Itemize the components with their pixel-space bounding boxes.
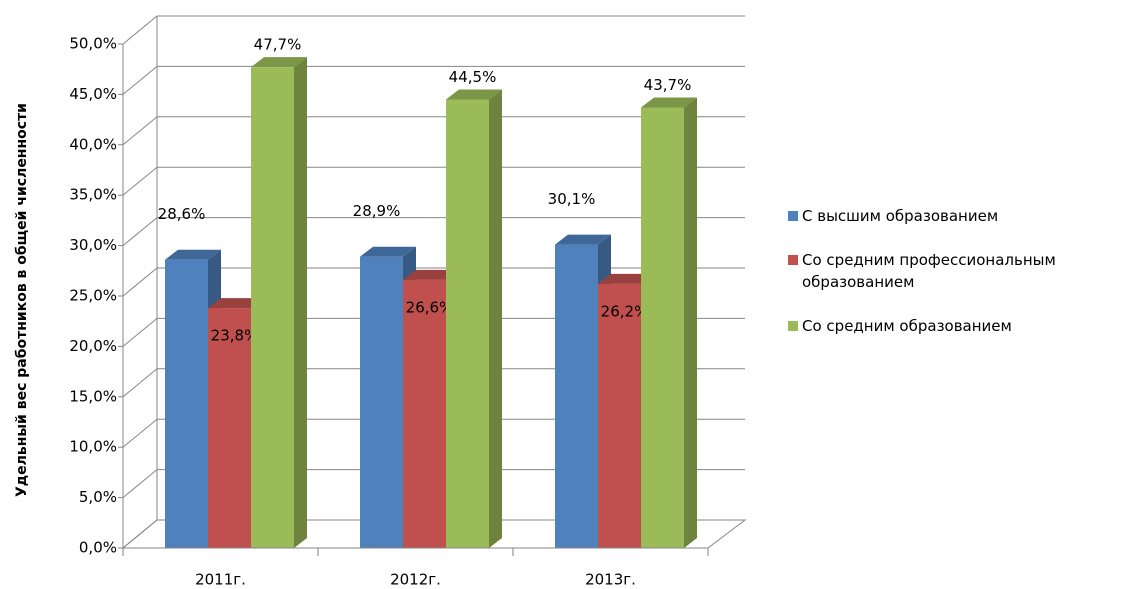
legend: С высшим образованием Со средним професси… <box>788 205 1128 359</box>
data-label: 26,2% <box>601 302 649 320</box>
y-tick-label: 30,0% <box>69 236 117 254</box>
data-label: 44,5% <box>449 68 497 86</box>
data-label: 28,6% <box>158 205 206 223</box>
grid-line <box>122 368 158 398</box>
bar <box>165 259 208 548</box>
bar <box>208 308 251 548</box>
y-tick-label: 0,0% <box>79 539 117 557</box>
bar <box>598 283 641 548</box>
bar-top <box>641 97 697 108</box>
x-tick-label: 2011г. <box>195 571 246 589</box>
legend-label: С высшим образованием <box>802 207 999 225</box>
grid-line <box>122 166 158 196</box>
y-tick-label: 50,0% <box>69 35 117 53</box>
data-label: 47,7% <box>254 36 302 54</box>
grid-line <box>122 519 158 549</box>
legend-item: Со средним профессиональным образованием <box>788 249 1128 293</box>
grid-line <box>122 418 158 448</box>
legend-item: С высшим образованием <box>788 205 1128 227</box>
bar <box>555 244 598 549</box>
data-label: 28,9% <box>353 202 401 220</box>
legend-label: Со средним образованием <box>802 317 1012 335</box>
bar <box>403 279 446 548</box>
y-axis-title: Удельный вес работников в общей численно… <box>14 103 30 497</box>
bar-side <box>294 57 307 549</box>
bar <box>641 107 684 548</box>
bar-top <box>403 269 459 280</box>
y-tick-label: 15,0% <box>69 387 117 405</box>
y-tick-label: 45,0% <box>69 85 117 103</box>
y-tick-label: 35,0% <box>69 186 117 204</box>
legend-label: Со средним профессиональным образованием <box>802 251 1056 291</box>
grid-line <box>122 66 158 95</box>
x-tick-label: 2012г. <box>390 571 441 589</box>
bar-top <box>446 89 502 100</box>
bar-top <box>598 273 654 284</box>
y-tick-label: 40,0% <box>69 135 117 153</box>
x-tick-label: 2013г. <box>585 571 636 589</box>
bar <box>360 256 403 548</box>
grid-line <box>122 469 158 498</box>
y-tick-label: 25,0% <box>69 287 117 305</box>
legend-swatch <box>788 255 798 265</box>
bar-top <box>360 246 416 257</box>
grid-line <box>122 267 158 297</box>
grid-line <box>122 217 158 246</box>
data-label: 30,1% <box>548 190 596 208</box>
legend-swatch <box>788 321 798 331</box>
data-label: 43,7% <box>644 76 692 94</box>
grid-line <box>122 116 158 146</box>
grid-line <box>122 318 158 347</box>
bar-top <box>555 234 611 245</box>
y-tick-label: 20,0% <box>69 337 117 355</box>
bar-top <box>251 57 307 68</box>
data-label: 23,8% <box>211 327 259 345</box>
legend-swatch <box>788 211 798 221</box>
grid-line <box>122 15 158 45</box>
y-tick-label: 10,0% <box>69 438 117 456</box>
y-tick-label: 5,0% <box>79 488 117 506</box>
legend-item: Со средним образованием <box>788 315 1128 337</box>
data-label: 26,6% <box>406 298 454 316</box>
bar <box>446 99 489 548</box>
bar <box>251 67 294 549</box>
bar-top <box>208 298 264 309</box>
bar-top <box>165 249 221 260</box>
bar-side <box>684 97 697 548</box>
bar-side <box>489 89 502 548</box>
